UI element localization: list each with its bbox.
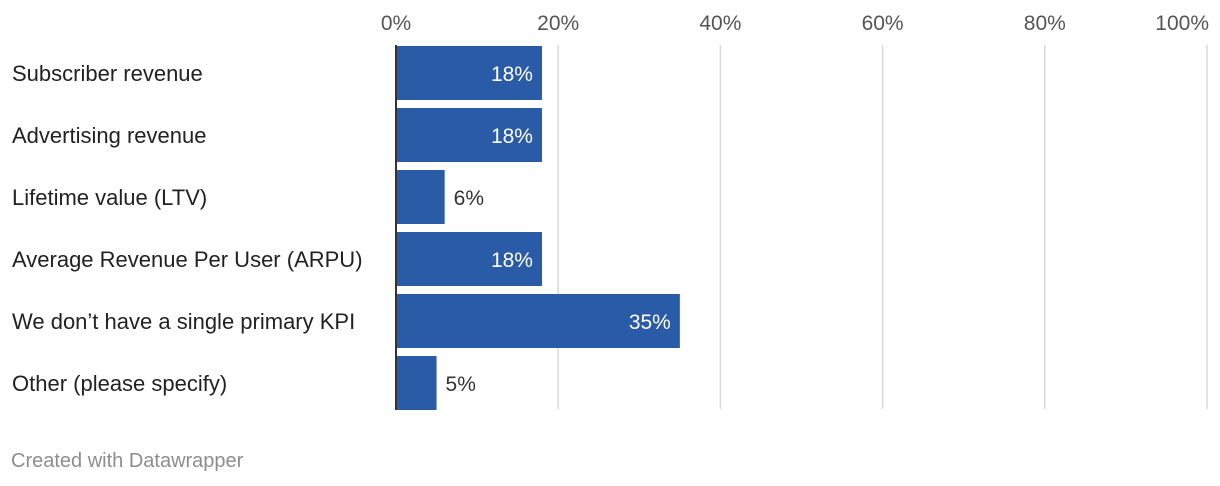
value-label: 18% <box>491 125 533 148</box>
value-label: 5% <box>446 373 476 396</box>
x-tick-label: 0% <box>381 12 411 35</box>
category-label: We don’t have a single primary KPI <box>12 309 355 334</box>
category-label: Other (please specify) <box>12 371 227 396</box>
x-tick-label: 40% <box>699 12 741 35</box>
value-label: 35% <box>629 311 671 334</box>
bar <box>396 46 542 100</box>
bars <box>396 46 680 410</box>
category-labels: Subscriber revenue Advertising revenue Lif… <box>12 61 363 396</box>
value-label: 18% <box>491 63 533 86</box>
x-tick-label: 60% <box>862 12 904 35</box>
gridlines <box>557 45 1208 409</box>
category-label: Average Revenue Per User (ARPU) <box>12 247 363 272</box>
category-label: Subscriber revenue <box>12 61 203 86</box>
category-label: Advertising revenue <box>12 123 206 148</box>
x-tick-label: 80% <box>1024 12 1066 35</box>
bar <box>396 356 437 410</box>
value-label: 6% <box>454 187 484 210</box>
x-tick-label: 20% <box>537 12 579 35</box>
category-label: Lifetime value (LTV) <box>12 185 207 210</box>
x-tick-label: 100% <box>1155 12 1209 35</box>
bar-chart: 0% 20% 40% 60% 80% 100% Subscriber revenue Adv… <box>12 12 1209 410</box>
x-axis-ticks: 0% 20% 40% 60% 80% 100% <box>381 12 1209 35</box>
value-label: 18% <box>491 249 533 272</box>
bar <box>396 170 445 224</box>
bar <box>396 232 542 286</box>
bar <box>396 108 542 162</box>
bar <box>396 294 680 348</box>
value-labels: 18% 18% 6% 18% 35% 5% <box>446 63 671 396</box>
datawrapper-credit: Created with Datawrapper <box>11 450 244 472</box>
